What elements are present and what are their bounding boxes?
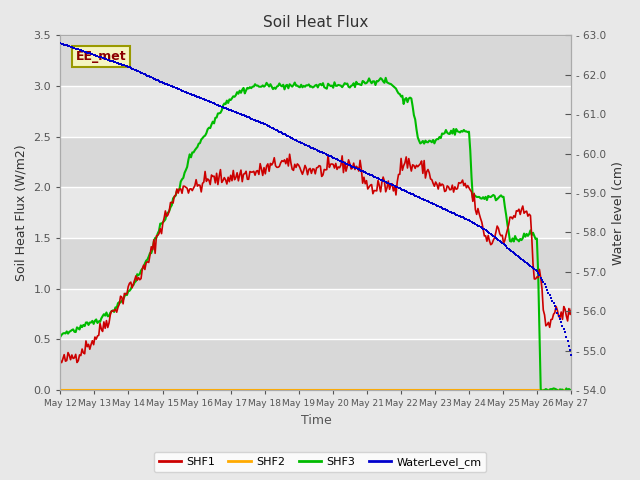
Bar — [60, 339, 572, 390]
Legend: SHF1, SHF2, SHF3, WaterLevel_cm: SHF1, SHF2, SHF3, WaterLevel_cm — [154, 452, 486, 472]
Bar — [60, 238, 572, 288]
Bar — [60, 137, 572, 187]
X-axis label: Time: Time — [301, 414, 332, 427]
Y-axis label: Water level (cm): Water level (cm) — [612, 161, 625, 264]
Bar — [60, 187, 572, 238]
Text: EE_met: EE_met — [76, 50, 126, 63]
Title: Soil Heat Flux: Soil Heat Flux — [263, 15, 369, 30]
Bar — [60, 36, 572, 86]
Y-axis label: Soil Heat Flux (W/m2): Soil Heat Flux (W/m2) — [15, 144, 28, 281]
Bar — [60, 288, 572, 339]
Bar — [60, 86, 572, 137]
